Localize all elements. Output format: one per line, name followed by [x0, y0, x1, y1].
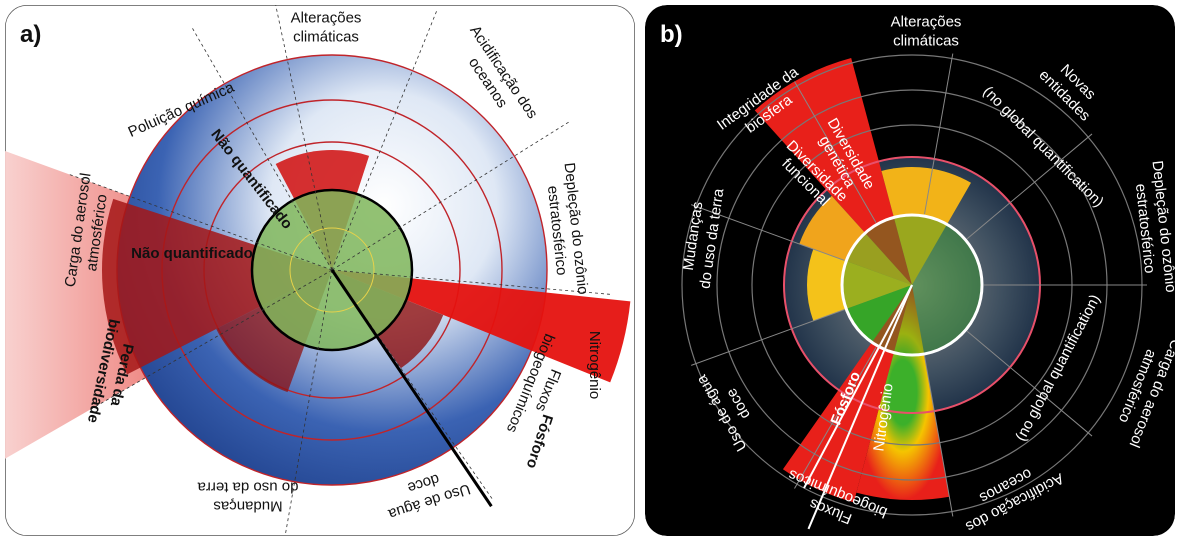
label: Nitrogênio: [586, 331, 603, 399]
note: Não quantificado: [131, 245, 253, 262]
label: climáticas: [893, 33, 959, 50]
label: Mudanças: [213, 498, 282, 515]
panel-label: b): [660, 21, 683, 48]
label: Alterações: [291, 10, 362, 27]
label-group: Nitrogênio: [586, 331, 603, 399]
panel-label: a): [20, 21, 41, 48]
label: Alterações: [891, 14, 962, 31]
label: do uso da terra: [197, 479, 299, 496]
panel-b: [645, 5, 1175, 536]
label: climáticas: [293, 29, 359, 46]
figure: a) b) AlteraçõesclimáticasAcidificação d…: [0, 0, 1179, 541]
